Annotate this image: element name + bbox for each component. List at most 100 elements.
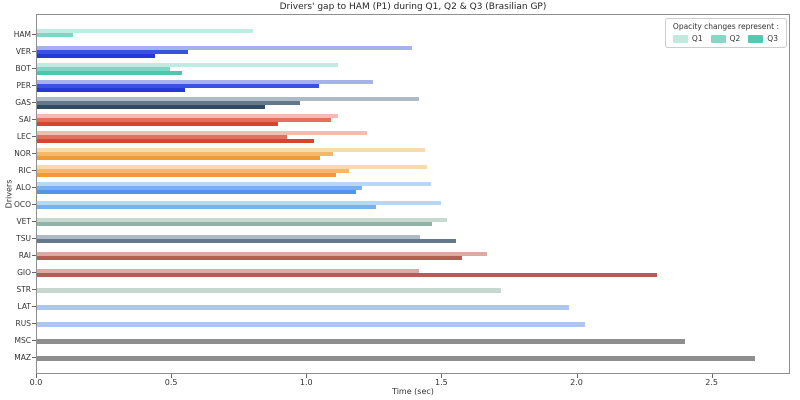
y-tick-mark xyxy=(32,68,36,69)
y-tick-mark xyxy=(32,119,36,120)
bar-maz-q1 xyxy=(37,355,755,361)
legend: Opacity changes represent : Q1 Q2 Q3 xyxy=(664,18,787,48)
bar-gas-q3 xyxy=(37,105,265,109)
y-tick-label-lat: LAT xyxy=(17,301,31,311)
y-tick-label-per: PER xyxy=(16,80,31,90)
bar-lat-q1 xyxy=(37,304,570,310)
bar-nor-q2 xyxy=(37,152,334,156)
bar-ver-q2 xyxy=(37,50,189,54)
x-tick-mark xyxy=(306,374,308,378)
y-tick-label-alo: ALO xyxy=(16,182,31,192)
y-tick-mark xyxy=(32,289,36,290)
bar-sai-q3 xyxy=(37,122,279,126)
y-tick-label-bot: BOT xyxy=(15,63,32,73)
x-tick-label: 1.0 xyxy=(299,378,313,387)
bar-per-q3 xyxy=(37,88,186,92)
y-tick-label-oco: OCO xyxy=(13,199,31,209)
y-tick-label-msc: MSC xyxy=(14,335,31,345)
bar-ric-q3 xyxy=(37,173,336,177)
legend-title: Opacity changes represent : xyxy=(672,22,779,31)
y-tick-mark xyxy=(32,102,36,103)
bar-per-q1 xyxy=(37,80,374,84)
legend-entry-label: Q3 xyxy=(767,34,778,43)
legend-entry-q3: Q3 xyxy=(748,34,778,43)
bar-lec-q1 xyxy=(37,131,368,135)
y-tick-mark xyxy=(32,306,36,307)
bar-oco-q2 xyxy=(37,205,377,209)
y-tick-label-sai: SAI xyxy=(18,114,31,124)
plot-area: Opacity changes represent : Q1 Q2 Q3 xyxy=(36,14,790,374)
y-tick-mark xyxy=(32,272,36,273)
bar-ver-q3 xyxy=(37,54,156,58)
y-tick-mark xyxy=(32,34,36,35)
y-tick-label-nor: NOR xyxy=(14,148,31,158)
bar-ric-q1 xyxy=(37,165,428,169)
y-tick-label-str: STR xyxy=(16,284,31,294)
legend-entry-label: Q1 xyxy=(691,34,703,43)
bar-vet-q2 xyxy=(37,222,433,226)
bar-ham-q1 xyxy=(37,29,253,33)
bar-alo-q3 xyxy=(37,190,356,194)
x-axis-label: Time (sec) xyxy=(392,387,434,396)
y-tick-mark xyxy=(32,323,36,324)
x-tick-label: 2.5 xyxy=(705,378,718,387)
x-tick-mark xyxy=(711,374,713,378)
y-tick-mark xyxy=(32,170,36,171)
y-tick-mark xyxy=(32,85,36,86)
y-tick-label-rus: RUS xyxy=(15,318,31,328)
y-tick-mark xyxy=(32,221,36,222)
bar-rai-q1 xyxy=(37,252,488,256)
bar-sai-q1 xyxy=(37,114,339,118)
bar-rus-q1 xyxy=(37,321,585,327)
y-tick-label-ver: VER xyxy=(15,46,31,56)
bar-gas-q2 xyxy=(37,101,300,105)
bar-msc-q1 xyxy=(37,338,685,344)
legend-entries: Q1 Q2 Q3 xyxy=(672,34,779,43)
legend-swatch-q3-icon xyxy=(748,34,764,43)
bar-rai-q2 xyxy=(37,256,462,260)
x-tick-mark xyxy=(441,374,443,378)
bar-ver-q1 xyxy=(37,46,413,50)
x-tick-label: 2.0 xyxy=(570,378,583,387)
y-tick-label-maz: MAZ xyxy=(14,352,31,362)
y-tick-mark xyxy=(32,136,36,137)
bar-lec-q2 xyxy=(37,135,288,139)
legend-swatch-q1-icon xyxy=(672,34,688,43)
x-tick-label: 0.5 xyxy=(164,378,178,387)
y-tick-label-gio: GIO xyxy=(17,267,31,277)
y-tick-label-rai: RAI xyxy=(18,250,31,260)
y-tick-mark xyxy=(32,255,36,256)
x-tick-label: 1.5 xyxy=(435,378,448,387)
y-tick-mark xyxy=(32,204,36,205)
y-tick-label-ric: RIC xyxy=(18,165,31,175)
x-tick-label: 0.0 xyxy=(29,378,43,387)
bar-alo-q1 xyxy=(37,182,431,186)
bar-bot-q1 xyxy=(37,63,339,67)
y-tick-mark xyxy=(32,340,36,341)
y-tick-label-lec: LEC xyxy=(16,131,31,141)
x-tick-mark xyxy=(36,374,37,378)
bar-ham-q2 xyxy=(37,33,74,37)
bar-vet-q1 xyxy=(37,218,447,222)
bar-gas-q1 xyxy=(37,97,420,101)
y-tick-mark xyxy=(32,153,36,154)
y-tick-label-vet: VET xyxy=(16,216,31,226)
bar-nor-q3 xyxy=(37,156,320,160)
bar-gio-q2 xyxy=(37,273,657,277)
y-tick-mark xyxy=(32,187,36,188)
x-tick-mark xyxy=(171,374,173,378)
bar-alo-q2 xyxy=(37,186,363,190)
bar-oco-q1 xyxy=(37,201,442,205)
legend-entry-q1: Q1 xyxy=(672,34,703,43)
bar-tsu-q1 xyxy=(37,235,421,239)
y-tick-mark xyxy=(32,357,36,358)
bar-per-q2 xyxy=(37,84,319,88)
legend-entry-q2: Q2 xyxy=(710,34,740,43)
bar-gio-q1 xyxy=(37,269,420,273)
bar-nor-q1 xyxy=(37,148,426,152)
bar-ric-q2 xyxy=(37,169,349,173)
y-tick-label-tsu: TSU xyxy=(16,233,31,243)
bar-sai-q2 xyxy=(37,118,332,122)
bar-bot-q3 xyxy=(37,71,182,75)
